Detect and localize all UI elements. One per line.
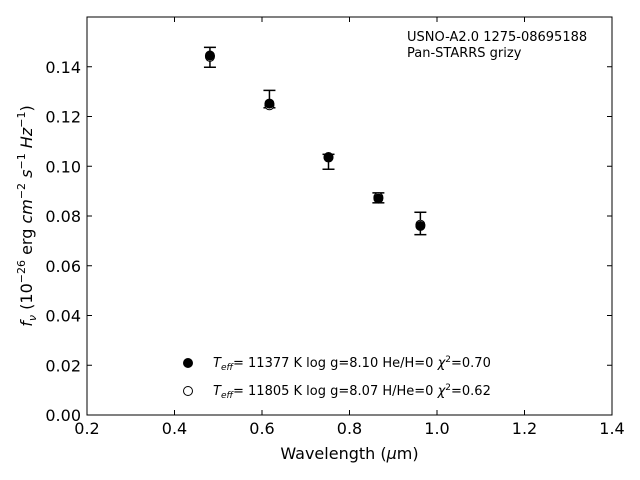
y-tick-label: 0.04: [45, 307, 81, 326]
y-tick-label: 0.12: [45, 108, 81, 127]
point-filled: [204, 50, 215, 61]
plot-area: [86, 16, 613, 416]
x-tick-label: 0.8: [337, 419, 362, 438]
point-filled: [323, 152, 334, 163]
annotation-line-2: Pan-STARRS grizy: [407, 46, 522, 61]
legend: Teff= 11377 K log g=8.10 He/H=0 χ2=0.70 …: [183, 355, 491, 401]
annotation-line-1: USNO-A2.0 1275-08695188: [407, 30, 587, 45]
y-tick-label: 0.08: [45, 207, 81, 226]
legend-entry-2: Teff= 11805 K log g=8.07 H/He=0 χ2=0.62: [213, 383, 491, 401]
y-tick-label: 0.00: [45, 406, 81, 425]
point-filled: [373, 193, 384, 204]
legend-marker-open: [183, 386, 193, 396]
x-tick-label: 1.4: [599, 419, 624, 438]
y-tick-label: 0.10: [45, 157, 81, 176]
data-points: [204, 50, 426, 231]
point-filled: [264, 98, 275, 109]
x-tick-label: 1.2: [512, 419, 537, 438]
x-tick-label: 0.6: [249, 419, 274, 438]
x-tick-label: 0.4: [162, 419, 187, 438]
x-tick-label: 1.0: [424, 419, 449, 438]
y-tick-label: 0.14: [45, 58, 81, 77]
y-axis-label: fν (10−26 erg cm−2 s−1 Hz−1): [15, 105, 39, 326]
point-filled: [415, 220, 426, 231]
y-tick-label: 0.06: [45, 257, 81, 276]
ticks: 0.2 0.4 0.6 0.8 1.0 1.2 1.4 0.00 0.02 0.04 0.06 0.0…: [45, 17, 625, 438]
x-tick-label: 0.2: [74, 419, 99, 438]
y-tick-label: 0.02: [45, 356, 81, 375]
legend-entry-1: Teff= 11377 K log g=8.10 He/H=0 χ2=0.70: [213, 355, 491, 373]
x-axis-label: Wavelength (μm): [280, 444, 418, 463]
legend-marker-filled: [183, 358, 193, 368]
